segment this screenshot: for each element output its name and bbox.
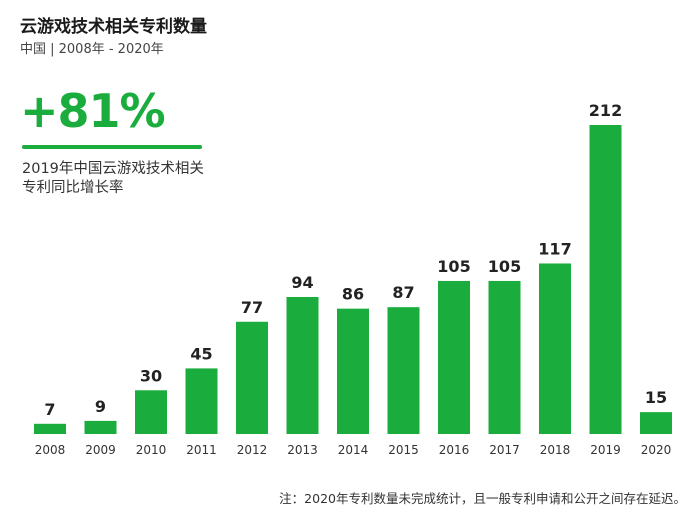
bar-2019 [589,125,622,434]
value-label: 15 [645,388,667,407]
value-label: 77 [241,298,263,317]
x-tick-label: 2015 [388,443,419,457]
value-label: 86 [342,285,364,304]
x-tick-label: 2010 [136,443,167,457]
footnote: 注：2020年专利数量未完成统计，且一般专利申请和公开之间存在延迟。 [279,491,686,506]
value-label: 30 [140,366,162,385]
x-tick-label: 2019 [590,443,621,457]
value-label: 45 [190,344,212,363]
growth-rate: +81% [20,84,166,138]
x-tick-label: 2018 [540,443,571,457]
growth-description: 2019年中国云游戏技术相关专利同比增长率 [22,161,204,196]
value-label: 7 [44,400,55,419]
bar-2013 [286,296,319,434]
bar-2011 [185,368,218,434]
value-label: 117 [538,239,571,258]
x-tick-label: 2016 [439,443,470,457]
value-label: 105 [488,257,521,276]
chart-title: 云游戏技术相关专利数量 [20,17,207,37]
x-tick-label: 2008 [35,443,66,457]
x-tick-label: 2012 [237,443,268,457]
x-tick-label: 2011 [186,443,217,457]
x-tick-label: 2020 [641,443,672,457]
bar-2008 [34,423,66,434]
chart-subtitle: 中国 | 2008年 - 2020年 [20,42,164,57]
value-label: 212 [589,101,622,120]
value-label: 94 [291,273,313,292]
value-label: 9 [95,397,106,416]
bar-2020 [640,412,672,434]
x-tick-label: 2013 [287,443,318,457]
bar-2018 [539,263,571,434]
bar-2009 [84,420,117,434]
bar-2015 [387,307,420,434]
value-label: 105 [437,257,470,276]
divider [22,145,202,149]
bar-2017 [488,280,521,434]
bar-2016 [438,280,470,434]
x-tick-label: 2014 [338,443,369,457]
bar-2012 [236,321,268,434]
x-tick-label: 2009 [85,443,116,457]
x-tick-label: 2017 [489,443,520,457]
bar-2014 [337,308,369,434]
bar-2010 [135,390,167,434]
value-label: 87 [392,283,414,302]
